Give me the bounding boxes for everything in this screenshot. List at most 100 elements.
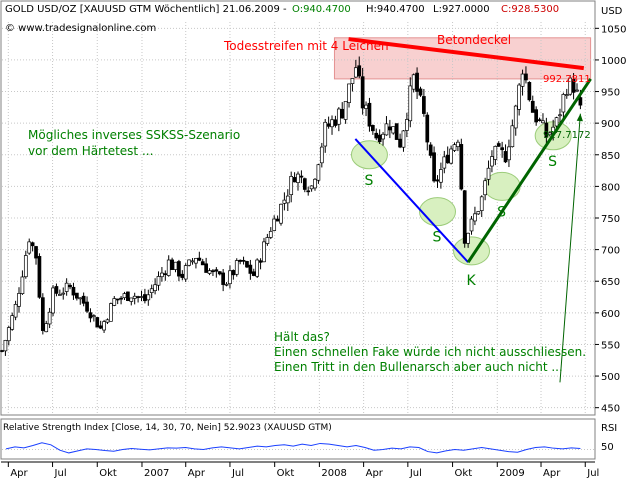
candle-body (388, 126, 392, 131)
shoulder-label: S (548, 154, 557, 170)
candle-body (143, 294, 147, 302)
candle-body (432, 152, 436, 182)
y-tick-label: 550 (601, 340, 620, 351)
x-tick-label: Jul (231, 468, 244, 479)
candle-body (61, 292, 66, 295)
x-tick-label: Okt (455, 468, 473, 479)
shoulder-label: S (432, 230, 441, 246)
candle-body (357, 65, 362, 77)
currency-label: USD (601, 6, 623, 17)
rsi-layer (2, 442, 594, 454)
candle-body (520, 73, 525, 87)
candle-body (384, 123, 389, 136)
candle-body (153, 284, 157, 292)
candle-body (401, 130, 406, 148)
candle-body (398, 138, 402, 148)
candle-body (20, 276, 25, 295)
candle-body (435, 179, 440, 182)
candle-body (197, 257, 202, 261)
candle-body (214, 269, 219, 272)
candle-body (330, 119, 334, 128)
rsi-panel-frame (0, 418, 596, 460)
candle-body (418, 88, 423, 96)
candle-body (292, 177, 297, 183)
y-tick-label: 700 (601, 246, 620, 257)
candle-body (194, 258, 198, 264)
annotation-scenario-line1: Mögliches inverses SSKSS-Szenario (28, 128, 240, 142)
candle-body (285, 195, 290, 204)
arrow-line (559, 113, 581, 383)
candle-body (126, 291, 130, 301)
candle-body (517, 84, 521, 110)
candle-body (374, 132, 379, 139)
candle-body (456, 141, 460, 148)
candle-body (364, 104, 368, 109)
candle-body (23, 255, 28, 278)
y-axis-ticks: 450 500 550 600 650 700 750 800 850 900 950 1000 105… (595, 24, 626, 415)
candle-body (81, 295, 86, 304)
candle-body (479, 196, 484, 211)
candle-body (78, 297, 83, 300)
candle-body (265, 237, 270, 244)
candle-body (10, 315, 15, 330)
candle-body (323, 121, 328, 147)
low-value: L:927.0000 (433, 4, 490, 15)
candle-body (371, 125, 375, 132)
candle-body (408, 85, 413, 122)
candle-body (524, 73, 528, 81)
candle-body (571, 79, 576, 93)
candle-body (129, 297, 134, 302)
candle-body (336, 108, 341, 125)
candle-body (541, 120, 545, 124)
candle-body (564, 94, 569, 97)
candle-body (109, 303, 113, 322)
candle-body (85, 301, 89, 312)
candle-body (71, 286, 76, 296)
candle-body (405, 119, 409, 131)
annotation-question-line3: Einen Tritt in den Bullenarsch aber auch… (274, 360, 563, 374)
candle-body (350, 78, 355, 84)
candle-body (30, 242, 35, 247)
y-tick-label: 450 (601, 404, 620, 415)
candle-body (537, 119, 542, 122)
candle-body (507, 146, 511, 161)
candle-body (313, 178, 317, 189)
candle-body (445, 154, 450, 164)
candle-body (204, 263, 208, 273)
candle-body (343, 101, 348, 120)
candle-body (241, 259, 246, 262)
x-tick-label: Jul (409, 468, 422, 479)
candle-body (180, 273, 185, 278)
annotation-question-line1: Hält das? (274, 330, 330, 344)
candle-body (105, 319, 110, 323)
candle-body (6, 327, 11, 342)
close-value: C:928.5300 (501, 4, 559, 15)
y-tick-label: 800 (601, 182, 620, 193)
candle-body (496, 143, 501, 147)
y-tick-label: 850 (601, 151, 620, 162)
candle-body (510, 125, 515, 148)
candle-body (428, 144, 433, 156)
candle-body (306, 190, 311, 193)
support-value-label: 917.7172 (543, 130, 591, 141)
candle-body (439, 169, 443, 183)
trendline-layer (348, 37, 592, 383)
x-tick-label: Apr (188, 468, 206, 479)
watermark: © www.tradesignalonline.com (5, 23, 156, 34)
candle-body (381, 133, 385, 140)
candle-body (238, 259, 243, 262)
candle-body (64, 282, 69, 292)
candle-body (177, 261, 181, 277)
candle-body (0, 350, 4, 352)
candle-body (183, 265, 188, 280)
candle-body (37, 256, 42, 298)
candle-body (391, 126, 396, 134)
candle-body (309, 185, 314, 190)
candle-body (251, 271, 256, 276)
x-tick-label: Apr (366, 468, 384, 479)
candle-body (149, 288, 154, 294)
candle-body (211, 270, 215, 273)
candle-body (200, 261, 205, 266)
candle-body (449, 148, 453, 164)
